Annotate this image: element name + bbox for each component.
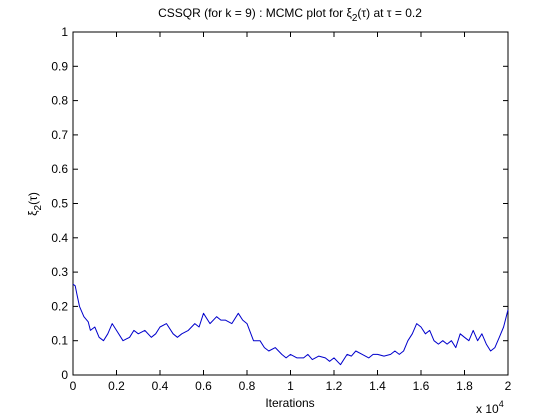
x-tick-label: 1.2: [326, 379, 343, 393]
x-tick-label: 1.8: [456, 379, 473, 393]
title-xi-symbol: ξ: [346, 6, 352, 20]
x-tick-label: 0.4: [152, 379, 169, 393]
y-tick-label: 0.3: [51, 265, 68, 279]
y-tick-label: 0.9: [51, 59, 68, 73]
y-tick-label: 0.2: [51, 299, 68, 313]
x-tick-label: 1.4: [369, 379, 386, 393]
y-tick-label: 0.8: [51, 94, 68, 108]
y-label-tau-paren: (τ): [26, 192, 40, 205]
x-tick-label: 0.6: [195, 379, 212, 393]
trace-line: [72, 283, 509, 366]
axes-box: [72, 31, 509, 376]
x-tick-label: 1: [287, 379, 294, 393]
x-multiplier-exponent: 4: [499, 399, 504, 409]
y-tick-label: 0: [61, 368, 68, 382]
title-xi-subscript: 2: [352, 13, 358, 24]
x-tick-label: 0.8: [239, 379, 256, 393]
y-tick-label: 0.5: [51, 197, 68, 211]
y-tick-label: 0.4: [51, 231, 68, 245]
x-axis-multiplier: x 104: [476, 399, 504, 416]
x-multiplier-base: x 10: [476, 402, 499, 416]
chart-title: CSSQR (for k = 9) : MCMC plot for ξ2(τ) …: [158, 6, 422, 24]
x-axis-ticks: 0 0.2 0.4 0.6 0.8 1 1.2 1.4 1.6 1.8 2: [70, 32, 512, 393]
y-axis-label: ξ2(τ): [26, 192, 44, 216]
y-tick-label: 0.7: [51, 128, 68, 142]
title-tau-paren: (τ): [357, 6, 370, 20]
y-label-subscript: 2: [33, 204, 44, 210]
y-tick-label: 0.6: [51, 162, 68, 176]
x-tick-label: 0: [70, 379, 77, 393]
x-tick-label: 1.6: [413, 379, 430, 393]
x-tick-label: 0.2: [108, 379, 125, 393]
y-tick-label: 1: [61, 25, 68, 39]
plot-area: 0 0.2 0.4 0.6 0.8 1 1.2 1.4 1.6 1.8 2 0 0.1 0.2 0.3 0.…: [51, 25, 511, 393]
title-text-end: at τ = 0.2: [370, 6, 422, 20]
y-tick-label: 0.1: [51, 334, 68, 348]
title-text-start: CSSQR (for k = 9) : MCMC plot for: [158, 6, 346, 20]
y-label-xi-symbol: ξ: [26, 210, 40, 216]
series-layer: [72, 283, 509, 366]
y-axis-ticks: 0 0.1 0.2 0.3 0.4 0.5 0.6 0.7 0.8 0.9 1: [51, 25, 508, 382]
x-axis-label: Iterations: [265, 396, 314, 410]
x-tick-label: 2: [505, 379, 512, 393]
